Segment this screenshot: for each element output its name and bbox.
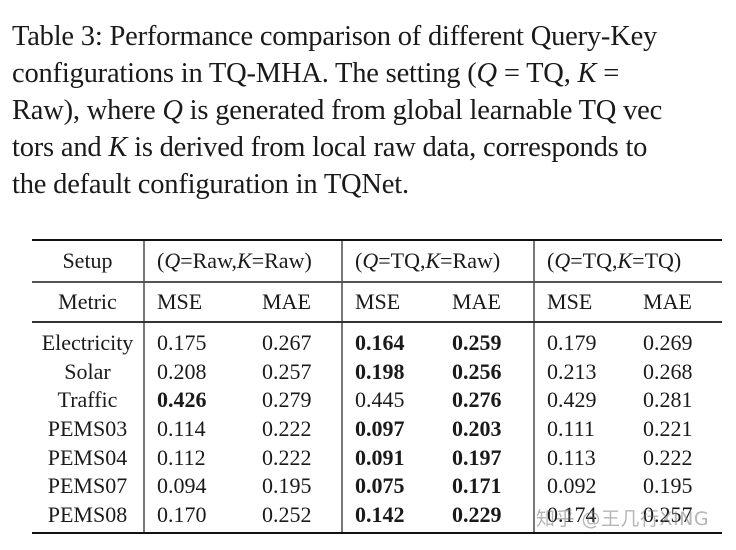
caption-line-5: the default configuration in TQNet. [12, 169, 409, 200]
dataset-name: Electricity [41, 330, 134, 356]
mse-value: 0.445 [341, 386, 438, 415]
mae-value: 0.267 [262, 330, 312, 356]
caption-line-2: configurations in TQ-MHA. The setting (Q… [12, 58, 620, 89]
table-row: PEMS07 0.094 0.195 0.075 0.171 0.092 0.195 [32, 471, 722, 501]
mae-value: 0.257 [629, 500, 723, 535]
mse-value: 0.174 [533, 500, 630, 535]
table-row: PEMS03 0.114 0.222 0.097 0.203 0.111 0.221 [32, 414, 722, 444]
setup-header-row: Setup (Q=Raw,K=Raw) (Q=TQ,K=Raw) (Q=TQ,K… [32, 239, 723, 283]
caption-line-1: Table 3: Performance comparison of diffe… [12, 21, 658, 52]
mae-value: 0.279 [262, 387, 312, 413]
mse-value: 0.112 [143, 443, 248, 472]
results-table-body: Electricity 0.175 0.267 0.164 0.259 0.179 0.26… [32, 322, 723, 535]
mae-value: 0.195 [643, 473, 693, 499]
metric-mse: MSE [143, 282, 248, 323]
mae-value: 0.195 [262, 473, 312, 499]
mse-value: 0.114 [143, 414, 248, 444]
mae-value: 0.257 [262, 358, 312, 384]
mae-value: 0.222 [262, 416, 312, 442]
table-row: Solar 0.208 0.257 0.198 0.256 0.213 0.268 [32, 357, 722, 387]
mae-value: 0.276 [452, 387, 502, 413]
dataset-name: Solar [64, 358, 111, 384]
mse-value: 0.091 [341, 443, 438, 472]
mae-value: 0.222 [643, 444, 693, 470]
mse-value: 0.213 [533, 357, 630, 387]
mae-value: 0.197 [452, 444, 502, 470]
setup-label: Setup [32, 239, 144, 283]
mse-value: 0.426 [143, 386, 248, 415]
dataset-name: PEMS04 [47, 444, 128, 470]
results-table: Setup (Q=Raw,K=Raw) (Q=TQ,K=Raw) (Q=TQ,K… [32, 239, 723, 535]
metric-label: Metric [32, 282, 144, 323]
metric-mae: MAE [438, 282, 535, 323]
table-row: PEMS08 0.170 0.252 0.142 0.229 0.174 0.257 [32, 500, 723, 535]
mae-value: 0.269 [643, 330, 693, 356]
mse-value: 0.113 [533, 443, 630, 472]
metric-header-row: Metric MSE MAE MSE MAE MSE MAE [32, 282, 723, 323]
mse-value: 0.075 [341, 471, 438, 501]
caption-line-3: Raw), where Q is generated from global l… [12, 95, 663, 126]
mae-value: 0.171 [452, 473, 502, 499]
table-caption: Table 3: Performance comparison of diffe… [12, 18, 736, 203]
dataset-name: PEMS03 [47, 416, 128, 442]
dataset-name: PEMS07 [47, 473, 128, 499]
table-row: Electricity 0.175 0.267 0.164 0.259 0.179 0.26… [32, 322, 722, 358]
mse-value: 0.142 [341, 500, 438, 535]
mae-value: 0.229 [438, 500, 535, 535]
metric-mse: MSE [533, 282, 630, 323]
mse-value: 0.198 [341, 357, 438, 387]
mae-value: 0.256 [452, 358, 502, 384]
mae-value: 0.259 [452, 330, 502, 356]
mae-value: 0.221 [643, 416, 693, 442]
mse-value: 0.097 [341, 414, 438, 444]
metric-mae: MAE [629, 282, 723, 323]
group-header-raw-raw: (Q=Raw,K=Raw) [143, 239, 342, 283]
metric-mae: MAE [248, 282, 342, 323]
metric-mse: MSE [341, 282, 438, 323]
group-header-tq-tq: (Q=TQ,K=TQ) [533, 239, 723, 283]
group-header-tq-raw: (Q=TQ,K=Raw) [340, 239, 535, 283]
mse-value: 0.092 [533, 471, 630, 501]
mse-value: 0.094 [143, 471, 248, 501]
table-row: Traffic 0.426 0.279 0.445 0.276 0.429 0.281 [32, 386, 722, 415]
results-table-container: Setup (Q=Raw,K=Raw) (Q=TQ,K=Raw) (Q=TQ,K… [32, 239, 723, 535]
dataset-name: PEMS08 [32, 500, 144, 535]
caption-line-4: tors and K is derived from local raw dat… [12, 132, 648, 163]
mse-value: 0.111 [533, 414, 630, 444]
mse-value: 0.170 [143, 500, 248, 535]
mse-value: 0.179 [533, 322, 630, 358]
mae-value: 0.203 [452, 416, 502, 442]
mae-value: 0.268 [643, 358, 693, 384]
mae-value: 0.252 [248, 500, 342, 535]
mae-value: 0.222 [262, 444, 312, 470]
dataset-name: Traffic [57, 387, 118, 413]
mse-value: 0.429 [533, 386, 630, 415]
table-row: PEMS04 0.112 0.222 0.091 0.197 0.113 0.222 [32, 443, 722, 472]
mae-value: 0.281 [643, 387, 693, 413]
mse-value: 0.164 [341, 322, 438, 358]
mse-value: 0.208 [143, 357, 248, 387]
mse-value: 0.175 [143, 322, 248, 358]
